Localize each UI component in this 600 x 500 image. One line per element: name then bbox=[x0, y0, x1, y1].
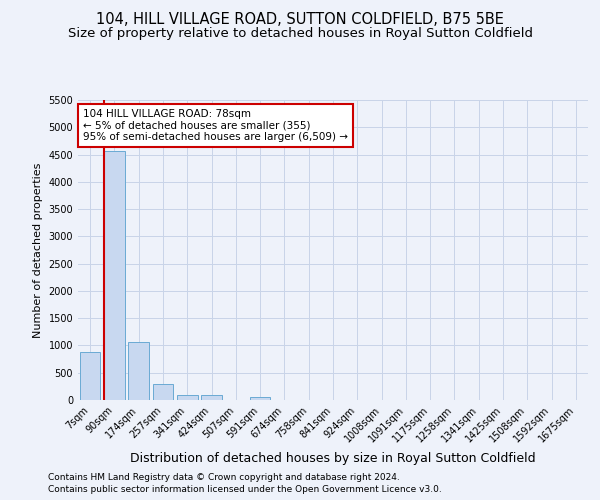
Bar bbox=[104, 152, 125, 400]
Text: 104, HILL VILLAGE ROAD, SUTTON COLDFIELD, B75 5BE: 104, HILL VILLAGE ROAD, SUTTON COLDFIELD… bbox=[96, 12, 504, 28]
Bar bbox=[201, 395, 222, 400]
Bar bbox=[177, 394, 197, 400]
Bar bbox=[250, 396, 271, 400]
Bar bbox=[128, 342, 149, 400]
Y-axis label: Number of detached properties: Number of detached properties bbox=[33, 162, 43, 338]
Text: Size of property relative to detached houses in Royal Sutton Coldfield: Size of property relative to detached ho… bbox=[67, 28, 533, 40]
Bar bbox=[80, 352, 100, 400]
Text: Contains HM Land Registry data © Crown copyright and database right 2024.: Contains HM Land Registry data © Crown c… bbox=[48, 472, 400, 482]
Bar bbox=[152, 384, 173, 400]
Text: 104 HILL VILLAGE ROAD: 78sqm
← 5% of detached houses are smaller (355)
95% of se: 104 HILL VILLAGE ROAD: 78sqm ← 5% of det… bbox=[83, 109, 348, 142]
X-axis label: Distribution of detached houses by size in Royal Sutton Coldfield: Distribution of detached houses by size … bbox=[130, 452, 536, 466]
Text: Contains public sector information licensed under the Open Government Licence v3: Contains public sector information licen… bbox=[48, 485, 442, 494]
